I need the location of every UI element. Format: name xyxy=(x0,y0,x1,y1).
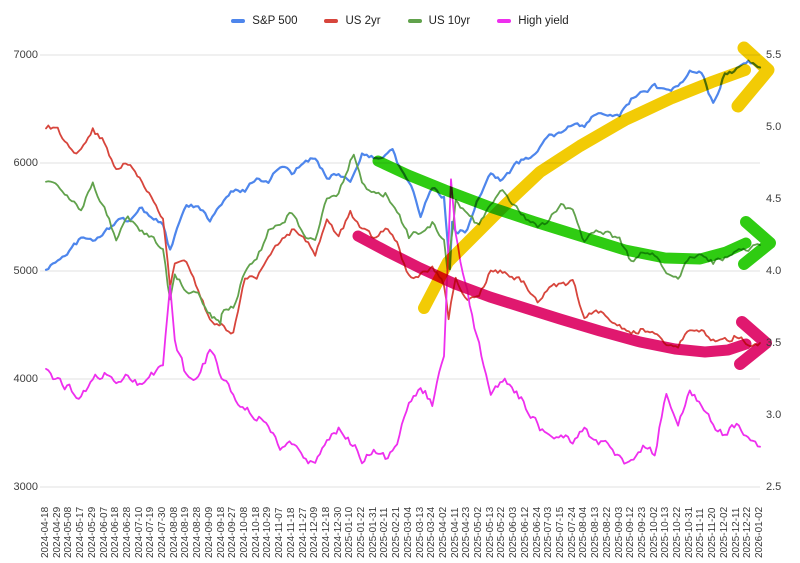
x-axis-date-label: 2024-06-07 xyxy=(98,506,110,558)
x-axis-date-label: 2025-08-04 xyxy=(578,506,590,558)
legend-swatch-high-yield xyxy=(497,19,512,23)
x-axis-date-label: 2024-04-29 xyxy=(51,506,63,558)
legend-label: S&P 500 xyxy=(252,15,298,27)
x-axis-date-label: 2025-06-12 xyxy=(519,506,531,558)
legend-swatch-s-p-500 xyxy=(231,19,246,23)
x-axis-date-label: 2024-12-18 xyxy=(320,506,332,558)
x-axis-date-label: 2024-07-19 xyxy=(145,506,157,558)
y-axis-right-tick: 3.0 xyxy=(766,409,782,421)
x-axis-date-label: 2024-07-10 xyxy=(133,506,145,558)
x-axis-date-label: 2025-07-15 xyxy=(555,506,567,558)
x-axis-date-label: 2025-03-13 xyxy=(414,506,426,558)
annotation-arrow-downtrend-us2yr xyxy=(352,230,772,370)
x-axis-date-label: 2024-06-18 xyxy=(110,506,122,558)
legend-label: High yield xyxy=(518,15,569,27)
legend-item-high-yield: High yield xyxy=(497,15,569,27)
x-axis-date-label: 2025-06-24 xyxy=(531,506,543,558)
legend-item-us-2yr: US 2yr xyxy=(324,15,381,27)
x-axis-date-label: 2025-12-22 xyxy=(742,506,754,558)
x-axis-date-label: 2024-08-28 xyxy=(192,506,204,558)
x-axis-date-label: 2025-07-03 xyxy=(543,506,555,558)
x-axis-date-label: 2025-10-31 xyxy=(683,506,695,558)
x-axis-date-label: 2024-05-29 xyxy=(86,506,98,558)
x-axis-date-label: 2024-12-09 xyxy=(309,506,321,558)
x-axis-date-label: 2024-09-27 xyxy=(227,506,239,558)
x-axis-date-label: 2025-02-21 xyxy=(391,506,403,558)
x-axis-date-label: 2024-09-09 xyxy=(203,506,215,558)
x-axis-date-label: 2025-09-12 xyxy=(625,506,637,558)
y-axis-left-tick: 3000 xyxy=(13,481,38,493)
x-axis-date-label: 2025-01-10 xyxy=(344,506,356,558)
x-axis-date-label: 2024-05-08 xyxy=(63,506,75,558)
x-axis-date-label: 2024-11-27 xyxy=(297,507,309,558)
x-axis-date-label: 2025-04-02 xyxy=(437,506,449,558)
annotation-arrow-uptrend-sp500 xyxy=(418,41,775,314)
x-axis-date-label: 2025-03-04 xyxy=(402,506,414,558)
x-axis-date-label: 2025-01-31 xyxy=(367,506,379,558)
x-axis-date-label: 2024-10-08 xyxy=(238,506,250,558)
y-axis-left-tick: 5000 xyxy=(13,265,38,277)
x-axis-date-label: 2025-01-22 xyxy=(356,506,368,558)
x-axis-date-label: 2025-08-22 xyxy=(601,506,613,558)
legend-item-us-10yr: US 10yr xyxy=(407,15,471,27)
x-axis-date-label: 2024-05-17 xyxy=(75,506,87,558)
x-axis-date-label: 2024-10-29 xyxy=(262,506,274,558)
legend: S&P 500 US 2yr US 10yr High yield xyxy=(0,15,800,27)
legend-item-s-p-500: S&P 500 xyxy=(231,15,297,27)
series-line-high-yield xyxy=(45,178,761,465)
y-axis-left-tick: 6000 xyxy=(13,157,38,169)
x-axis-date-label: 2025-09-03 xyxy=(613,506,625,558)
legend-swatch-us-10yr xyxy=(407,19,422,23)
x-axis-date-label: 2025-06-03 xyxy=(508,506,520,558)
x-axis-date-label: 2025-02-11 xyxy=(379,507,391,558)
x-axis-date-label: 2025-09-23 xyxy=(636,506,648,558)
y-axis-left-tick: 4000 xyxy=(13,373,38,385)
x-axis-date-label: 2025-11-20 xyxy=(707,507,719,558)
x-axis-date-label: 2025-12-02 xyxy=(718,506,730,558)
x-axis-date-label: 2024-11-07 xyxy=(274,507,286,558)
legend-label: US 2yr xyxy=(345,15,381,27)
x-axis-date-label: 2025-11-11 xyxy=(695,508,707,558)
x-axis-date-label: 2025-05-02 xyxy=(473,506,485,558)
x-axis-date-label: 2024-08-19 xyxy=(180,506,192,558)
series-line-s-p-500 xyxy=(44,59,762,271)
x-axis-date-label: 2024-07-30 xyxy=(157,506,169,558)
x-axis-date-label: 2025-10-02 xyxy=(648,506,660,558)
x-axis-date-label: 2026-01-02 xyxy=(754,506,765,558)
x-axis-date-label: 2025-05-22 xyxy=(496,506,508,558)
legend-label: US 10yr xyxy=(428,15,471,27)
y-axis-right-tick: 5.5 xyxy=(766,49,782,61)
y-axis-right-tick: 4.0 xyxy=(766,265,782,277)
x-axis-date-label: 2024-08-08 xyxy=(168,506,180,558)
y-axis-left-tick: 7000 xyxy=(13,49,38,61)
x-axis-date-label: 2025-12-11 xyxy=(730,507,742,558)
y-axis-right-tick: 2.5 xyxy=(766,481,782,493)
x-axis-date-label: 2025-08-13 xyxy=(590,506,602,558)
x-axis-date-label: 2024-09-18 xyxy=(215,506,227,558)
annotation-arrow-flat-us10yr xyxy=(372,155,776,270)
x-axis-date-label: 2025-07-24 xyxy=(566,506,578,558)
x-axis-date-label: 2025-05-13 xyxy=(484,506,496,558)
x-axis-date-label: 2025-03-24 xyxy=(426,506,438,558)
legend-swatch-us-2yr xyxy=(324,19,339,23)
x-axis-date-label: 2025-10-13 xyxy=(660,506,672,558)
y-axis-right-tick: 3.5 xyxy=(766,337,782,349)
series-line-us-10yr xyxy=(45,153,761,326)
x-axis-date-label: 2025-04-23 xyxy=(461,506,473,558)
x-axis-date-label: 2024-11-18 xyxy=(285,507,297,558)
x-axis-date-label: 2024-10-18 xyxy=(250,506,262,558)
x-axis-date-label: 2024-06-28 xyxy=(121,506,133,558)
x-axis-date-label: 2024-04-18 xyxy=(40,506,51,558)
x-axis-date-label: 2025-04-11 xyxy=(449,507,461,558)
x-axis-date-label: 2024-12-30 xyxy=(332,506,344,558)
y-axis-right-tick: 5.0 xyxy=(766,121,782,133)
y-axis-right-tick: 4.5 xyxy=(766,193,782,205)
x-axis-date-label: 2025-10-22 xyxy=(672,506,684,558)
